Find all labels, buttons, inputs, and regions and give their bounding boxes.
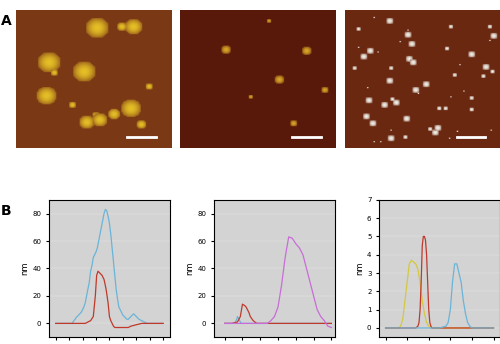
Y-axis label: nm: nm: [355, 262, 364, 275]
Text: B: B: [0, 204, 11, 218]
Y-axis label: nm: nm: [186, 262, 194, 275]
Y-axis label: nm: nm: [20, 262, 30, 275]
Text: A: A: [0, 14, 12, 29]
